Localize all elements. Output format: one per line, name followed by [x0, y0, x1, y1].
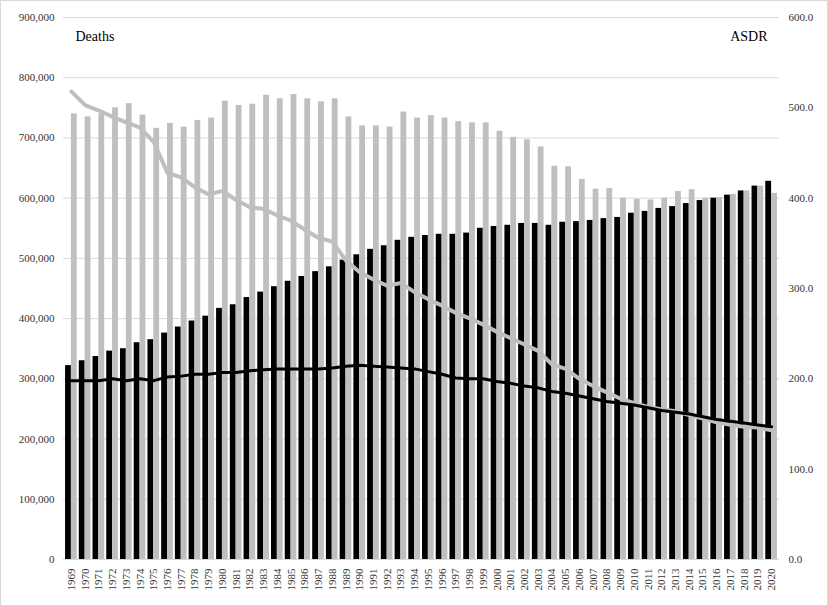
- svg-text:1969: 1969: [65, 568, 77, 591]
- svg-text:2012: 2012: [655, 569, 667, 591]
- svg-text:ASDR: ASDR: [730, 29, 768, 44]
- svg-text:1970: 1970: [79, 568, 91, 591]
- svg-text:1974: 1974: [134, 568, 146, 591]
- svg-text:100.0: 100.0: [789, 463, 814, 475]
- svg-text:1973: 1973: [120, 568, 132, 591]
- svg-text:500,000: 500,000: [19, 252, 55, 264]
- svg-text:2006: 2006: [573, 568, 585, 591]
- svg-text:1985: 1985: [285, 568, 297, 591]
- svg-text:1979: 1979: [202, 568, 214, 591]
- svg-text:1972: 1972: [106, 569, 118, 591]
- svg-text:2014: 2014: [683, 568, 695, 591]
- svg-text:2002: 2002: [518, 569, 530, 591]
- svg-text:1996: 1996: [436, 568, 448, 591]
- svg-text:600,000: 600,000: [19, 192, 55, 204]
- svg-text:0.0: 0.0: [789, 553, 803, 565]
- svg-text:1981: 1981: [230, 569, 242, 591]
- svg-text:1995: 1995: [422, 568, 434, 591]
- svg-text:1987: 1987: [312, 568, 324, 591]
- svg-text:2018: 2018: [738, 568, 750, 591]
- svg-text:700,000: 700,000: [19, 131, 55, 143]
- svg-text:400.0: 400.0: [789, 192, 814, 204]
- svg-text:1984: 1984: [271, 568, 283, 591]
- svg-text:600.0: 600.0: [789, 11, 814, 23]
- svg-text:2013: 2013: [669, 568, 681, 591]
- svg-text:2004: 2004: [545, 568, 557, 591]
- svg-text:2000: 2000: [491, 568, 503, 591]
- svg-text:1994: 1994: [408, 568, 420, 591]
- svg-text:1971: 1971: [92, 569, 104, 591]
- svg-text:2019: 2019: [751, 568, 763, 591]
- svg-text:2005: 2005: [559, 568, 571, 591]
- svg-text:1975: 1975: [147, 568, 159, 591]
- svg-text:2007: 2007: [587, 568, 599, 591]
- svg-text:200,000: 200,000: [19, 433, 55, 445]
- svg-text:1991: 1991: [367, 569, 379, 591]
- svg-text:2017: 2017: [724, 568, 736, 591]
- svg-text:1980: 1980: [216, 568, 228, 591]
- svg-text:1990: 1990: [353, 568, 365, 591]
- svg-text:1988: 1988: [326, 568, 338, 591]
- svg-text:2016: 2016: [710, 568, 722, 591]
- svg-text:1986: 1986: [298, 568, 310, 591]
- svg-text:1989: 1989: [340, 568, 352, 591]
- svg-text:1999: 1999: [477, 568, 489, 591]
- svg-text:2011: 2011: [642, 569, 654, 591]
- svg-text:400,000: 400,000: [19, 312, 55, 324]
- svg-text:1983: 1983: [257, 568, 269, 591]
- svg-text:1982: 1982: [243, 569, 255, 591]
- svg-text:300,000: 300,000: [19, 372, 55, 384]
- svg-text:2009: 2009: [614, 568, 626, 591]
- svg-text:2010: 2010: [628, 568, 640, 591]
- svg-text:200.0: 200.0: [789, 372, 814, 384]
- svg-text:2008: 2008: [600, 568, 612, 591]
- svg-text:2003: 2003: [532, 568, 544, 591]
- svg-text:1992: 1992: [381, 569, 393, 591]
- svg-text:100,000: 100,000: [19, 493, 55, 505]
- svg-text:1978: 1978: [188, 568, 200, 591]
- svg-text:2001: 2001: [504, 569, 516, 591]
- svg-text:2015: 2015: [696, 568, 708, 591]
- svg-text:Deaths: Deaths: [76, 29, 115, 44]
- svg-text:0: 0: [49, 553, 55, 565]
- svg-text:1976: 1976: [161, 568, 173, 591]
- svg-text:1993: 1993: [394, 568, 406, 591]
- svg-text:800,000: 800,000: [19, 71, 55, 83]
- svg-text:1997: 1997: [449, 568, 461, 591]
- svg-text:900,000: 900,000: [19, 11, 55, 23]
- svg-text:300.0: 300.0: [789, 282, 814, 294]
- svg-text:1977: 1977: [175, 568, 187, 591]
- svg-text:2020: 2020: [765, 568, 777, 591]
- svg-text:500.0: 500.0: [789, 101, 814, 113]
- svg-text:1998: 1998: [463, 568, 475, 591]
